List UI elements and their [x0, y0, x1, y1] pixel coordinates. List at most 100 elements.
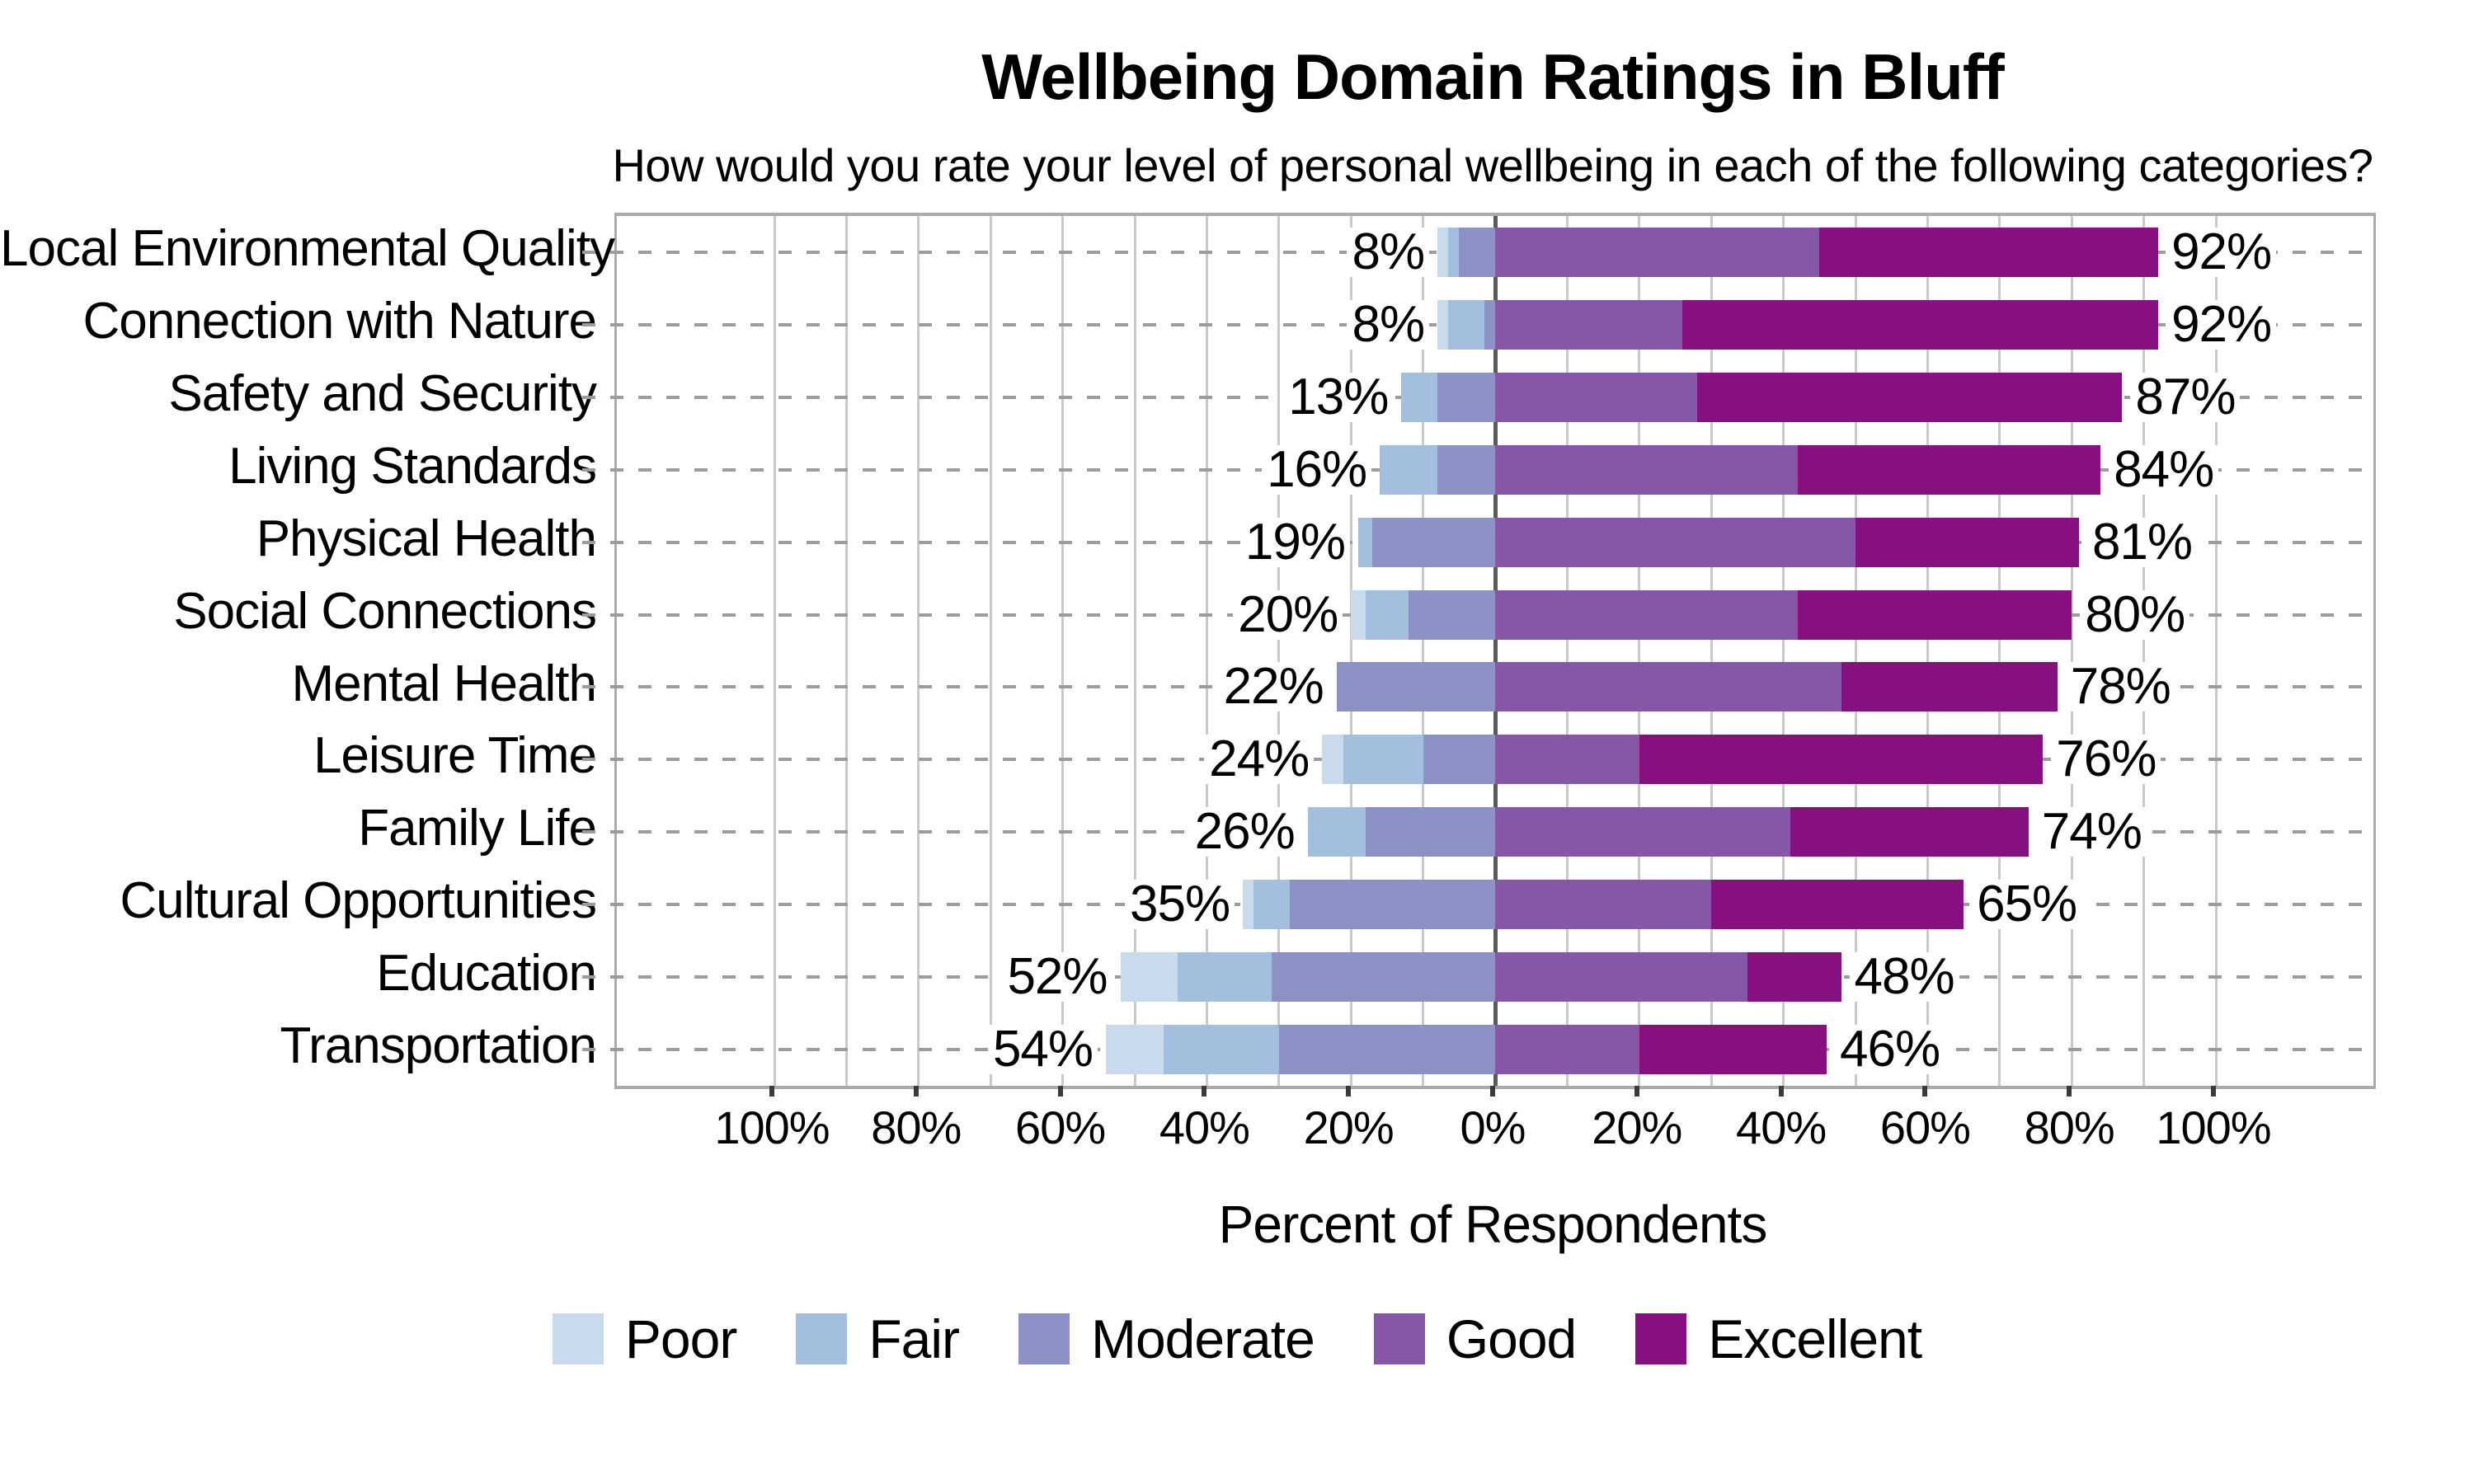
gridline — [1710, 216, 1713, 1086]
bar-segment-excellent — [1711, 880, 1964, 930]
x-tick-mark — [1202, 1086, 1207, 1097]
x-tick-label: 0% — [1460, 1101, 1526, 1153]
bar-segment-moderate — [1484, 299, 1495, 350]
legend-label: Poor — [624, 1308, 737, 1369]
x-tick-label: 40% — [1736, 1101, 1827, 1153]
bar-segment-good — [1495, 299, 1683, 350]
bar-segment-moderate — [1272, 952, 1495, 1003]
gridline — [1998, 216, 2001, 1086]
x-tick-mark — [1490, 1086, 1495, 1097]
bar-segment-good — [1495, 952, 1747, 1003]
x-tick-mark — [913, 1086, 919, 1097]
gridline — [1926, 216, 1929, 1086]
right-total-label: 76% — [2051, 734, 2161, 785]
category-label: Safety and Security — [168, 364, 597, 422]
x-tick-label: 80% — [871, 1101, 962, 1153]
bar-segment-poor — [1120, 952, 1178, 1003]
x-tick-mark — [2067, 1086, 2072, 1097]
legend-swatch-excellent-icon — [1635, 1313, 1687, 1364]
legend-label: Fair — [868, 1308, 960, 1369]
gridline — [1133, 216, 1136, 1086]
bar-segment-fair — [1448, 227, 1460, 277]
bar-segment-moderate — [1437, 444, 1495, 495]
gridline — [773, 216, 776, 1086]
gridline — [2142, 216, 2146, 1086]
bar-segment-excellent — [1841, 662, 2058, 712]
category-label: Connection with Nature — [82, 292, 597, 350]
category-label: Physical Health — [256, 510, 597, 567]
gridline — [2070, 216, 2073, 1086]
x-tick-mark — [1778, 1086, 1784, 1097]
legend-label: Excellent — [1708, 1308, 1922, 1369]
bar-segment-moderate — [1409, 589, 1495, 640]
gridline — [989, 216, 992, 1086]
gridline — [1205, 216, 1208, 1086]
bar-segment-good — [1495, 880, 1712, 930]
right-total-label: 80% — [2080, 589, 2190, 640]
bar-segment-excellent — [1798, 589, 2072, 640]
bar-segment-fair — [1307, 807, 1366, 857]
bar-segment-good — [1495, 444, 1799, 495]
legend-entry-good: Good — [1373, 1308, 1577, 1370]
bar-segment-fair — [1401, 372, 1438, 422]
bar-segment-fair — [1178, 952, 1272, 1003]
left-total-label: 20% — [1233, 589, 1343, 640]
category-label: Local Environmental Quality — [0, 220, 615, 277]
bar-segment-poor — [1437, 227, 1449, 277]
x-tick-label: 40% — [1159, 1101, 1250, 1153]
right-total-label: 81% — [2086, 516, 2198, 567]
left-total-label: 19% — [1239, 516, 1350, 567]
x-tick-label: 100% — [714, 1101, 830, 1153]
category-label: Family Life — [358, 800, 597, 857]
chart-subtitle: How would you rate your level of persona… — [612, 139, 2373, 191]
left-total-label: 13% — [1283, 371, 1394, 422]
bar-segment-fair — [1365, 589, 1409, 640]
bar-segment-good — [1495, 227, 1820, 277]
chart-title: Wellbeing Domain Ratings in Bluff — [981, 40, 2005, 113]
x-tick-mark — [1346, 1086, 1352, 1097]
right-total-label: 74% — [2036, 806, 2147, 857]
x-tick-mark — [1057, 1086, 1063, 1097]
legend: Poor Fair Moderate Good Excellent — [0, 1308, 2474, 1370]
bar-segment-good — [1495, 372, 1697, 422]
legend-swatch-fair-icon — [796, 1313, 848, 1364]
bar-segment-fair — [1357, 517, 1373, 567]
x-tick-mark — [1634, 1086, 1639, 1097]
legend-label: Good — [1446, 1308, 1577, 1369]
gridline — [1565, 216, 1569, 1086]
right-total-label: 87% — [2130, 371, 2241, 422]
bar-segment-fair — [1163, 1025, 1279, 1075]
gridline — [917, 216, 920, 1086]
bar-segment-moderate — [1289, 880, 1495, 930]
bar-segment-fair — [1448, 299, 1484, 350]
gridline — [1061, 216, 1065, 1086]
x-tick-label: 60% — [1879, 1101, 1971, 1153]
bar-segment-good — [1495, 807, 1791, 857]
left-total-label: 35% — [1125, 879, 1235, 930]
left-total-label: 54% — [987, 1024, 1098, 1075]
legend-entry-fair: Fair — [796, 1308, 960, 1370]
gridline — [1422, 216, 1425, 1086]
category-label: Cultural Opportunities — [120, 872, 597, 930]
category-label: Leisure Time — [313, 727, 597, 785]
gridline — [1277, 216, 1281, 1086]
bar-segment-excellent — [1798, 444, 2101, 495]
x-tick-label: 100% — [2156, 1101, 2271, 1153]
bar-segment-excellent — [1639, 1025, 1827, 1075]
bar-segment-excellent — [1790, 807, 2029, 857]
bar-segment-moderate — [1365, 807, 1495, 857]
right-total-label: 65% — [1972, 879, 2082, 930]
bar-segment-moderate — [1459, 227, 1495, 277]
legend-label: Moderate — [1090, 1308, 1315, 1369]
bar-segment-fair — [1253, 880, 1290, 930]
gridline — [1638, 216, 1641, 1086]
legend-entry-excellent: Excellent — [1635, 1308, 1922, 1370]
category-label: Living Standards — [228, 437, 597, 495]
bar-segment-poor — [1243, 880, 1254, 930]
category-label: Mental Health — [291, 655, 597, 712]
x-tick-label: 20% — [1592, 1101, 1682, 1153]
bar-segment-good — [1495, 517, 1856, 567]
plot-area: 8% 92% 8% 92% 13% 87% 16% 84% 19% 81% 20% 80% 22% 78%… — [582, 213, 2376, 1089]
x-tick-label: 80% — [2024, 1101, 2115, 1153]
bar-segment-excellent — [1856, 517, 2079, 567]
